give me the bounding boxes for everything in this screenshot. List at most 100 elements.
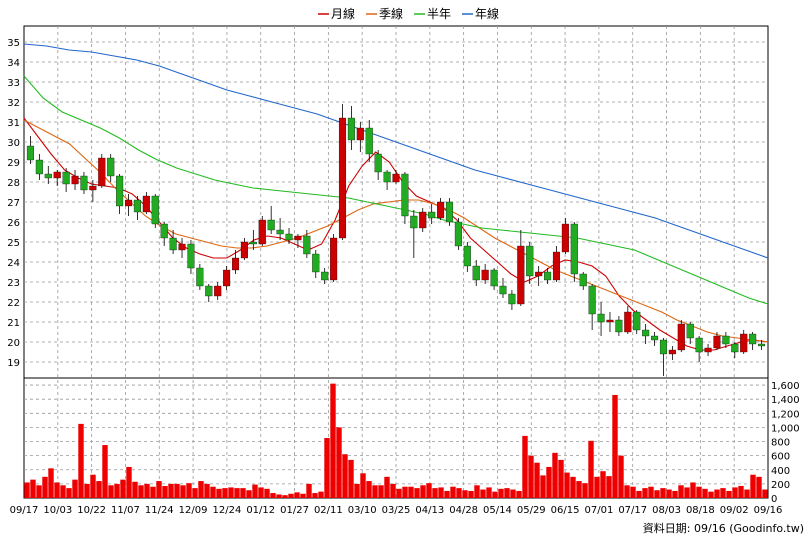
volume-tick-label: 1,600 bbox=[771, 381, 800, 392]
volume-bar bbox=[42, 476, 48, 498]
volume-bar bbox=[558, 459, 564, 498]
volume-bar bbox=[222, 488, 228, 498]
volume-bar bbox=[150, 486, 156, 498]
candle-body bbox=[490, 269, 498, 287]
candle-body bbox=[142, 195, 150, 213]
date-tick-label: 09/02 bbox=[720, 505, 749, 516]
date-tick-label: 10/22 bbox=[77, 505, 106, 516]
price-tick-label: 32 bbox=[7, 98, 20, 109]
candle-body bbox=[731, 343, 739, 353]
price-tick-label: 20 bbox=[7, 338, 20, 349]
candle-body bbox=[651, 335, 659, 341]
candle-body bbox=[35, 159, 43, 175]
volume-bar bbox=[234, 488, 240, 498]
candle-body bbox=[686, 323, 694, 339]
volume-bar bbox=[414, 488, 420, 498]
volume-bar bbox=[696, 486, 702, 498]
ma-line-季線 bbox=[23, 119, 769, 343]
date-tick-label: 12/24 bbox=[212, 505, 241, 516]
candle-body bbox=[249, 241, 257, 245]
date-tick-label: 07/17 bbox=[618, 505, 647, 516]
volume-bar bbox=[714, 489, 720, 498]
volume-bar bbox=[552, 452, 558, 498]
volume-bar bbox=[318, 491, 324, 498]
price-tick-label: 30 bbox=[7, 138, 20, 149]
candle-body bbox=[392, 173, 400, 183]
price-tick-label: 23 bbox=[7, 278, 20, 289]
volume-bar bbox=[108, 485, 114, 498]
candlesticks bbox=[26, 104, 766, 376]
candle-body bbox=[330, 237, 338, 281]
volume-bar bbox=[498, 488, 504, 498]
volume-bar bbox=[156, 481, 162, 498]
candle-body bbox=[570, 223, 578, 275]
price-tick-label: 25 bbox=[7, 238, 20, 249]
volume-bar bbox=[594, 476, 600, 498]
candle-body bbox=[463, 245, 471, 267]
volume-bar bbox=[354, 483, 360, 498]
volume-bar bbox=[60, 485, 66, 498]
date-tick-label: 01/27 bbox=[280, 505, 309, 516]
candle-body bbox=[26, 145, 34, 161]
volume-bar bbox=[504, 488, 510, 498]
volume-bar bbox=[48, 468, 54, 498]
candle-body bbox=[588, 285, 596, 315]
date-tick-label: 07/01 bbox=[584, 505, 613, 516]
candle-body bbox=[44, 173, 52, 179]
volume-tick-label: 0 bbox=[771, 494, 777, 505]
date-tick-label: 11/07 bbox=[111, 505, 140, 516]
volume-bar bbox=[78, 423, 84, 498]
candle-body bbox=[89, 185, 97, 191]
candle-body bbox=[517, 245, 525, 305]
candle-body bbox=[160, 223, 168, 239]
candle-body bbox=[169, 237, 177, 251]
volume-bar bbox=[24, 482, 30, 498]
candle-body bbox=[526, 245, 534, 277]
volume-bar bbox=[96, 481, 102, 498]
candle-body bbox=[223, 269, 231, 287]
volume-bar bbox=[588, 440, 594, 498]
date-tick-label: 03/25 bbox=[382, 505, 411, 516]
price-tick-label: 21 bbox=[7, 318, 20, 329]
volume-bar bbox=[246, 490, 252, 498]
volume-tick-label: 200 bbox=[771, 480, 790, 491]
candle-body bbox=[668, 349, 676, 355]
volume-bar bbox=[468, 490, 474, 498]
date-tick-label: 10/03 bbox=[43, 505, 72, 516]
volume-bar bbox=[684, 487, 690, 498]
volume-bar bbox=[180, 485, 186, 498]
candle-body bbox=[499, 285, 507, 295]
price-tick-label: 19 bbox=[7, 358, 20, 369]
volume-bar bbox=[294, 492, 300, 498]
volume-bar bbox=[174, 483, 180, 498]
date-tick-label: 05/29 bbox=[517, 505, 546, 516]
volume-bar bbox=[654, 490, 660, 498]
volume-bar bbox=[72, 479, 78, 498]
candle-body bbox=[62, 171, 70, 185]
volume-bar bbox=[690, 482, 696, 498]
volume-bar bbox=[366, 481, 372, 498]
volume-bar bbox=[330, 383, 336, 498]
volume-bar bbox=[384, 476, 390, 498]
candle-body bbox=[454, 221, 462, 247]
candle-body bbox=[107, 157, 115, 177]
volume-bar bbox=[582, 483, 588, 498]
volume-tick-label: 1,200 bbox=[771, 409, 800, 420]
date-axis: 09/17 10/03 10/22 11/07 11/24 12/09 12/24 01/12… bbox=[10, 505, 783, 516]
candle-body bbox=[258, 219, 266, 245]
volume-bar bbox=[702, 488, 708, 498]
candle-body bbox=[677, 323, 685, 351]
price-tick-label: 24 bbox=[7, 258, 20, 269]
volume-tick-label: 400 bbox=[771, 466, 790, 477]
volume-bar bbox=[288, 493, 294, 498]
volume-bar bbox=[138, 485, 144, 498]
candle-body bbox=[133, 199, 141, 213]
volume-bar bbox=[474, 485, 480, 498]
volume-bar bbox=[762, 489, 768, 498]
candle-body bbox=[544, 271, 552, 281]
volume-bar bbox=[612, 394, 618, 498]
volume-tick-label: 1,000 bbox=[771, 423, 800, 434]
candle-body bbox=[410, 215, 418, 229]
volume-bar bbox=[606, 476, 612, 498]
volume-bar bbox=[342, 454, 348, 498]
